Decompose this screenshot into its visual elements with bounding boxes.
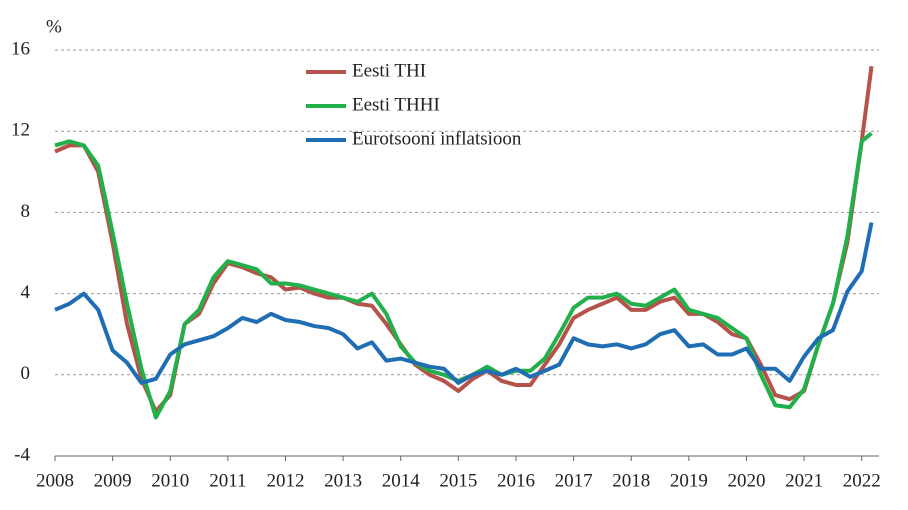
series-line: [54, 222, 874, 385]
x-tick-label: 2020: [727, 470, 765, 491]
x-tick-label: 2011: [209, 470, 246, 491]
legend-label: Eesti THI: [352, 60, 426, 81]
x-tick-label: 2013: [324, 470, 362, 491]
y-tick-label: 8: [21, 201, 31, 222]
x-tick-label: 2018: [612, 470, 650, 491]
y-tick-label: 4: [21, 282, 31, 303]
legend-label: Eurotsooni inflatsioon: [352, 128, 522, 149]
y-tick-label: 16: [11, 38, 30, 59]
x-tick-label: 2022: [843, 470, 881, 491]
x-tick-label: 2017: [555, 470, 593, 491]
legend-label: Eesti THHI: [352, 94, 440, 115]
x-tick-label: 2014: [382, 470, 421, 491]
x-tick-label: 2021: [785, 470, 823, 491]
y-tick-label: 0: [21, 363, 31, 384]
x-tick-label: 2015: [439, 470, 477, 491]
y-axis-label: %: [46, 16, 62, 37]
y-tick-label: -4: [14, 444, 30, 465]
y-tick-label: 12: [11, 120, 30, 141]
x-tick-label: 2019: [670, 470, 708, 491]
x-tick-label: 2012: [266, 470, 304, 491]
x-tick-label: 2008: [36, 470, 74, 491]
x-tick-label: 2016: [497, 470, 535, 491]
x-tick-label: 2010: [151, 470, 189, 491]
x-tick-label: 2009: [94, 470, 132, 491]
